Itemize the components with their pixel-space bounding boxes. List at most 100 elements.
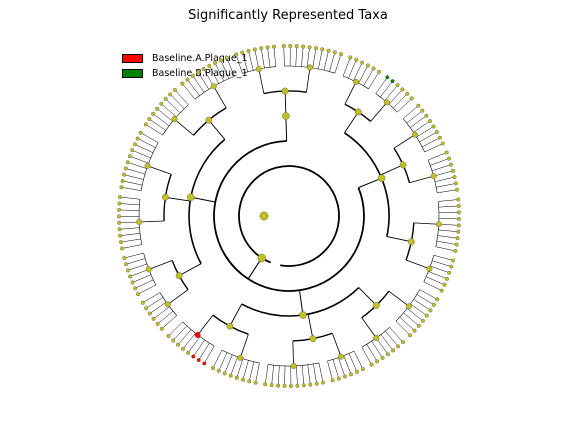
leaf-node bbox=[118, 233, 123, 238]
branch-edge bbox=[405, 259, 430, 270]
leaf-node bbox=[240, 377, 245, 382]
branch-edge bbox=[384, 85, 398, 101]
leaf-node bbox=[369, 362, 374, 367]
branch-edge bbox=[236, 358, 244, 378]
branch-edge bbox=[170, 94, 185, 109]
leaf-node bbox=[439, 288, 444, 293]
leaf-node bbox=[321, 380, 326, 385]
branch-edge bbox=[318, 49, 323, 69]
genus-node bbox=[338, 353, 345, 360]
genus-node bbox=[194, 331, 201, 338]
leaf-node bbox=[385, 75, 390, 80]
leaf-node bbox=[147, 311, 152, 316]
branch-edge bbox=[230, 356, 238, 376]
branch-edge bbox=[174, 89, 189, 105]
branch-edge bbox=[148, 260, 173, 270]
branch-edge bbox=[165, 196, 191, 202]
branch-edge bbox=[376, 337, 389, 355]
leaf-node bbox=[130, 280, 135, 285]
branch-arc bbox=[238, 165, 340, 267]
leaf-node bbox=[456, 229, 461, 234]
branch-edge bbox=[436, 240, 457, 245]
branch-edge bbox=[301, 365, 305, 386]
branch-edge bbox=[329, 52, 336, 72]
branch-edge bbox=[416, 126, 434, 138]
branch-edge bbox=[264, 364, 269, 385]
leaf-node bbox=[117, 214, 122, 219]
leaf-node bbox=[339, 52, 344, 57]
branch-edge bbox=[431, 164, 452, 171]
leaf-node bbox=[375, 359, 380, 364]
class-node bbox=[186, 193, 195, 202]
branch-edge bbox=[353, 62, 363, 81]
leaf-node bbox=[246, 48, 251, 53]
branch-edge bbox=[208, 119, 226, 140]
leaf-node bbox=[207, 63, 212, 68]
branch-edge bbox=[413, 222, 439, 225]
phylum-node bbox=[257, 253, 266, 263]
branch-edge bbox=[430, 158, 450, 166]
legend-label-b: Baseline.B.Plaque_1 bbox=[152, 68, 248, 79]
branch-edge bbox=[147, 165, 172, 175]
legend-entry-a: Baseline.A.Plaque_1 bbox=[122, 51, 248, 66]
branch-edge bbox=[422, 137, 441, 148]
branch-edge bbox=[120, 233, 141, 236]
branch-edge bbox=[343, 355, 352, 375]
legend-swatch-a bbox=[122, 54, 143, 63]
leaf-node bbox=[431, 302, 436, 307]
branch-edge bbox=[416, 294, 435, 306]
branch-edge bbox=[213, 86, 227, 109]
branch-edge bbox=[178, 263, 202, 277]
leaf-node bbox=[444, 276, 449, 281]
leaf-node bbox=[252, 47, 257, 52]
branch-edge bbox=[338, 357, 346, 377]
branch-edge bbox=[370, 102, 388, 122]
branch-edge bbox=[301, 46, 304, 67]
order-node bbox=[372, 302, 380, 309]
leaf-node bbox=[431, 124, 436, 129]
leaf-node bbox=[234, 52, 239, 57]
branch-edge bbox=[342, 57, 351, 77]
leaf-node bbox=[450, 168, 455, 173]
class-node bbox=[282, 112, 290, 120]
leaf-node bbox=[408, 333, 413, 338]
leaf-node bbox=[301, 44, 306, 49]
branch-edge bbox=[119, 221, 140, 224]
branch-edge bbox=[296, 365, 298, 386]
branch-edge bbox=[389, 327, 404, 343]
branch-edge bbox=[190, 196, 216, 203]
nodes bbox=[117, 44, 461, 388]
branch-edge bbox=[125, 168, 146, 175]
leaf-node bbox=[454, 187, 459, 192]
branch-edge bbox=[380, 164, 404, 176]
branch-edge bbox=[402, 105, 419, 119]
leaf-node bbox=[295, 383, 300, 388]
leaf-node bbox=[175, 342, 180, 347]
leaf-node bbox=[120, 178, 125, 183]
branch-edge bbox=[239, 334, 249, 358]
branch-edge bbox=[267, 47, 271, 68]
branch-edge bbox=[137, 284, 156, 295]
leaf-node bbox=[451, 258, 456, 263]
leaf-node bbox=[224, 55, 229, 60]
branch-edge bbox=[285, 116, 288, 142]
branch-edge bbox=[433, 254, 454, 261]
leaf-node bbox=[240, 50, 245, 55]
leaf-node bbox=[118, 195, 123, 200]
branch-edge bbox=[292, 340, 294, 366]
branch-edge bbox=[306, 47, 310, 68]
branch-edge bbox=[260, 48, 265, 69]
genus-node bbox=[383, 99, 390, 106]
leaf-node bbox=[371, 66, 376, 71]
branch-edge bbox=[409, 175, 434, 184]
leaf-node bbox=[428, 308, 433, 313]
leaf-node bbox=[196, 358, 201, 363]
branch-edge bbox=[361, 347, 372, 365]
genus-node bbox=[373, 334, 380, 341]
branch-edge bbox=[165, 98, 181, 113]
leaf-node bbox=[424, 313, 429, 318]
branch-edge bbox=[434, 176, 455, 182]
leaf-node bbox=[144, 306, 149, 311]
branch-edge bbox=[197, 72, 210, 90]
leaf-node bbox=[271, 44, 276, 49]
